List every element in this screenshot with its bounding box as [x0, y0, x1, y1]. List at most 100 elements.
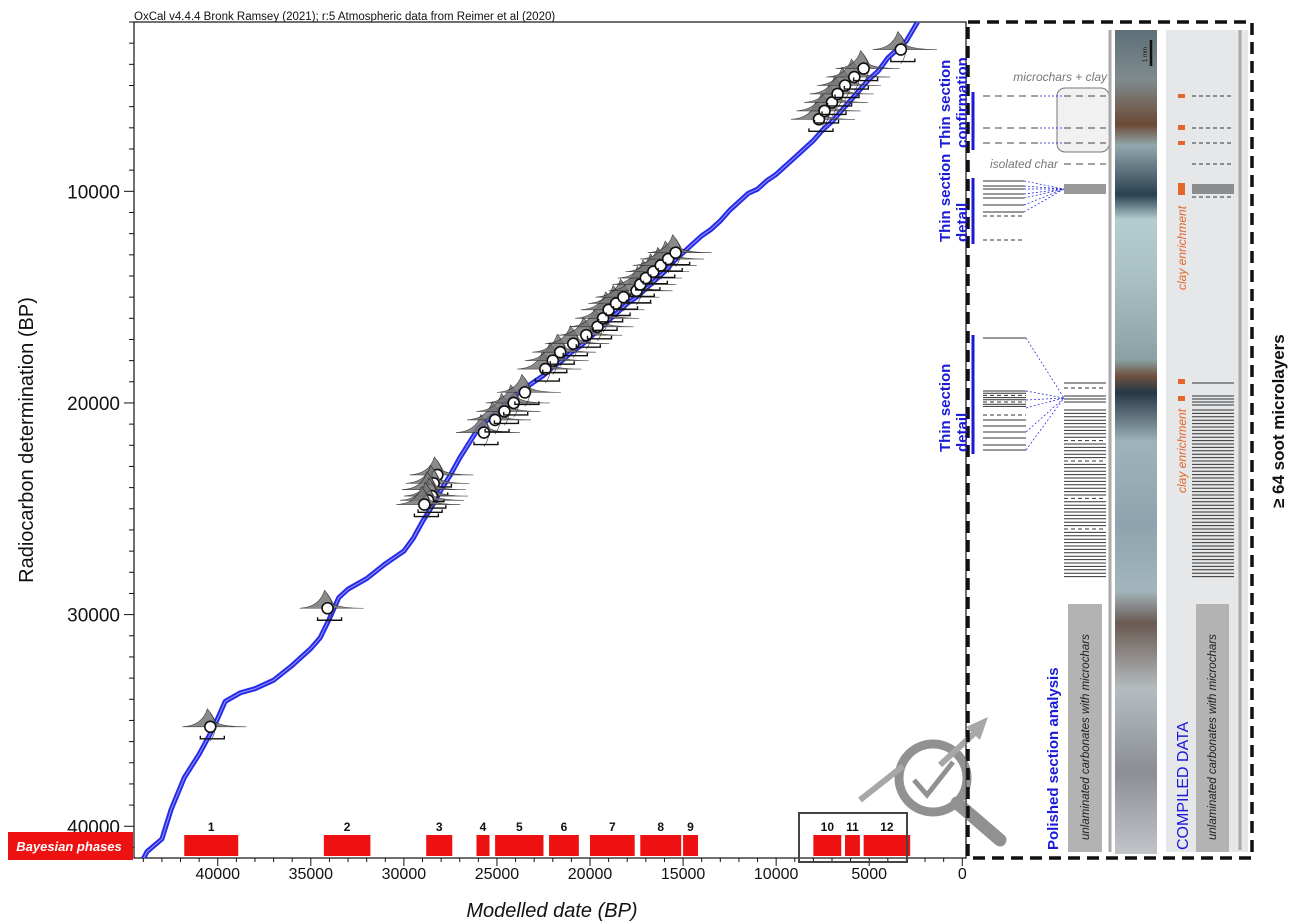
sample-range: [808, 128, 834, 133]
detail1-connector: [1023, 188, 1065, 206]
phase-bar-6: [549, 835, 579, 856]
sample-range: [890, 58, 916, 63]
unlaminated-label-left: unlaminated carbonates with microchars: [1080, 634, 1092, 840]
phase-label-7: 7: [609, 820, 616, 834]
dated-samples: [182, 30, 937, 741]
sample-range: [813, 119, 840, 124]
sample-range: [657, 268, 683, 272]
sample-range: [597, 318, 624, 323]
x-tick-label: 5000: [851, 866, 887, 883]
polished-section-lines: [1064, 382, 1106, 578]
sample-marker: [617, 290, 630, 304]
sample-range: [605, 312, 631, 317]
sample-marker: [204, 720, 217, 734]
microchars-label: microchars + clay: [1013, 70, 1108, 84]
core-photo: [1115, 30, 1157, 854]
confirmation-label-line2: confirmation: [954, 57, 971, 148]
detail2-label-line1: Thin section: [937, 364, 954, 452]
sample-marker: [838, 79, 852, 92]
sample-range: [650, 274, 676, 279]
sample-36: [835, 49, 900, 83]
detail2-connector: [1025, 397, 1065, 451]
compiled-lines: [1192, 95, 1234, 578]
sample-range: [473, 441, 499, 446]
phase-label-9: 9: [687, 820, 694, 834]
detail2-connector: [1025, 337, 1065, 399]
polished-section-label: Polished section analysis: [1045, 667, 1062, 850]
sample-range: [635, 287, 661, 291]
sample-12: [496, 373, 561, 407]
sample-range: [503, 411, 529, 416]
x-tick-label: 40000: [196, 866, 241, 883]
detail2-connector: [1025, 390, 1065, 399]
confirmation-connectors: [1040, 95, 1064, 144]
phase-bar-5: [495, 835, 544, 856]
sample-range: [562, 352, 588, 357]
sample-range: [199, 735, 226, 740]
sample-range: [592, 327, 618, 332]
x-axis-label: Modelled date (BP): [466, 900, 637, 921]
scale-bar-label: 1 mm: [1143, 47, 1149, 62]
phase-bar-2: [323, 835, 371, 856]
x-tick-label: 0: [958, 866, 967, 883]
phase-bar-9: [683, 835, 698, 856]
sample-1: [299, 589, 364, 623]
phase-bar-1: [184, 835, 239, 856]
x-axis: 40000 35000 30000 25000 20000 15000 10000 5000 0: [142, 858, 967, 883]
sample-9: [467, 401, 532, 435]
sample-range: [843, 86, 870, 90]
sample-marker: [825, 96, 839, 109]
sample-range: [417, 509, 443, 514]
phase-label-10: 10: [821, 820, 835, 834]
sample-range: [852, 77, 879, 82]
sample-range: [612, 306, 639, 310]
detail1-connector: [1023, 185, 1065, 190]
confirmation-label-line1: Thin section: [937, 60, 954, 148]
sample-marker: [857, 62, 870, 75]
detail2-lines: [983, 337, 1065, 451]
sample-range: [514, 401, 540, 406]
microstrat-dashed-frame: [966, 20, 1254, 860]
detail1-connector: [1023, 180, 1065, 190]
phase-label-3: 3: [436, 820, 443, 834]
x-tick-label: 15000: [661, 866, 706, 883]
x-tick-label: 10000: [754, 866, 799, 883]
y-axis-label: Radiocarbon determination (BP): [16, 297, 38, 583]
phase-bar-8: [640, 835, 682, 856]
credit-text: OxCal v4.4.4 Bronk Ramsey (2021); r:5 At…: [134, 11, 555, 23]
sample-range: [834, 94, 860, 99]
phase-bar-3: [426, 835, 453, 856]
sample-range: [642, 280, 669, 285]
sample-range: [493, 420, 520, 425]
sample-range: [316, 617, 343, 621]
phase-label-2: 2: [344, 820, 351, 834]
sample-marker: [498, 405, 511, 418]
detail1-connector: [1023, 188, 1065, 199]
phase-band-box: [8, 832, 133, 860]
clay-marks: [1178, 94, 1185, 401]
sample-marker: [321, 601, 334, 615]
phase-label-4: 4: [480, 820, 487, 834]
sample-7: [396, 485, 461, 519]
isolated-char-label: isolated char: [990, 157, 1059, 171]
x-tick-label: 30000: [382, 866, 427, 883]
phase-bar-4: [476, 835, 490, 856]
unlaminated-label-right: unlaminated carbonates with microchars: [1207, 634, 1219, 840]
sample-range: [484, 428, 510, 433]
sample-0: [182, 708, 247, 741]
phase-label-5: 5: [516, 820, 523, 834]
sample-range: [542, 369, 568, 374]
detail1-label-line2: detail: [954, 203, 971, 242]
phase-label-11: 11: [846, 820, 859, 834]
sample-range: [534, 378, 561, 382]
clay-label-lower: clay enrichment: [1175, 408, 1189, 493]
sample-marker: [579, 328, 593, 342]
detail1-label-line1: Thin section: [937, 154, 954, 242]
sample-34: [817, 66, 882, 100]
sample-marker: [848, 70, 861, 84]
phase-bar-10: [813, 835, 842, 856]
sample-19: [575, 299, 640, 333]
phase-label-1: 1: [208, 820, 215, 834]
